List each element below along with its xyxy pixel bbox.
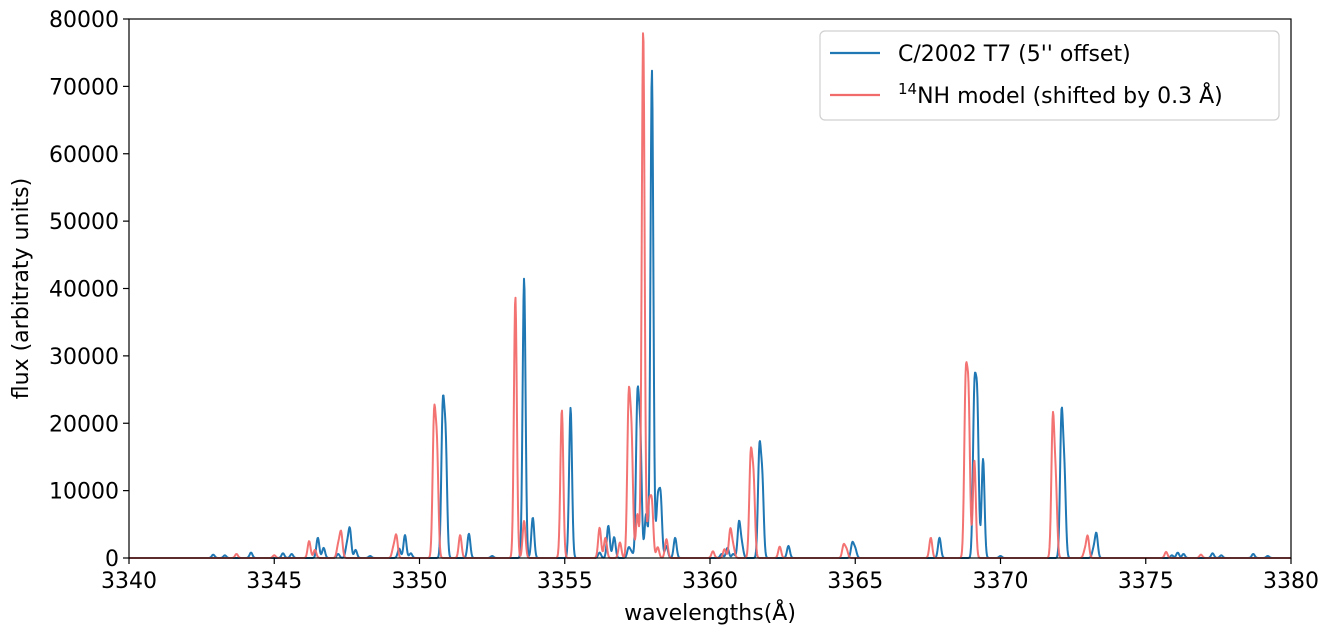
y-tick-label: 70000 <box>49 75 119 100</box>
x-tick-label: 3370 <box>973 569 1029 594</box>
y-tick-label: 0 <box>105 547 119 572</box>
x-tick-label: 3375 <box>1118 569 1174 594</box>
x-tick-label: 3350 <box>392 569 448 594</box>
x-tick-label: 3345 <box>246 569 302 594</box>
y-tick-label: 20000 <box>49 412 119 437</box>
legend-entry-label: 14NH model (shifted by 0.3 Å) <box>898 80 1223 109</box>
y-tick-label: 30000 <box>49 345 119 370</box>
x-tick-label: 3355 <box>537 569 593 594</box>
x-tick-label: 3360 <box>682 569 738 594</box>
series-line-comet <box>128 69 1292 559</box>
y-tick-label: 10000 <box>49 480 119 505</box>
y-tick-label: 50000 <box>49 210 119 235</box>
y-tick-label: 80000 <box>49 8 119 33</box>
x-tick-label: 3340 <box>101 569 157 594</box>
x-tick-label: 3365 <box>827 569 883 594</box>
x-tick-label: 3380 <box>1263 569 1319 594</box>
legend-entry-label: C/2002 T7 (5'' offset) <box>898 42 1131 67</box>
legend: C/2002 T7 (5'' offset) 14NH model (shifte… <box>819 30 1280 121</box>
y-axis: 0 10000 20000 30000 40000 50000 60000 70000 8000… <box>49 8 129 572</box>
y-axis-label: flux (arbitraty units) <box>9 178 34 399</box>
x-axis: 3340 3345 3350 3355 3360 3365 3370 3375 3380 <box>101 558 1319 594</box>
y-tick-label: 60000 <box>49 143 119 168</box>
x-axis-label: wavelengths(Å) <box>624 599 796 626</box>
legend-box <box>819 30 1280 121</box>
y-tick-label: 40000 <box>49 278 119 303</box>
